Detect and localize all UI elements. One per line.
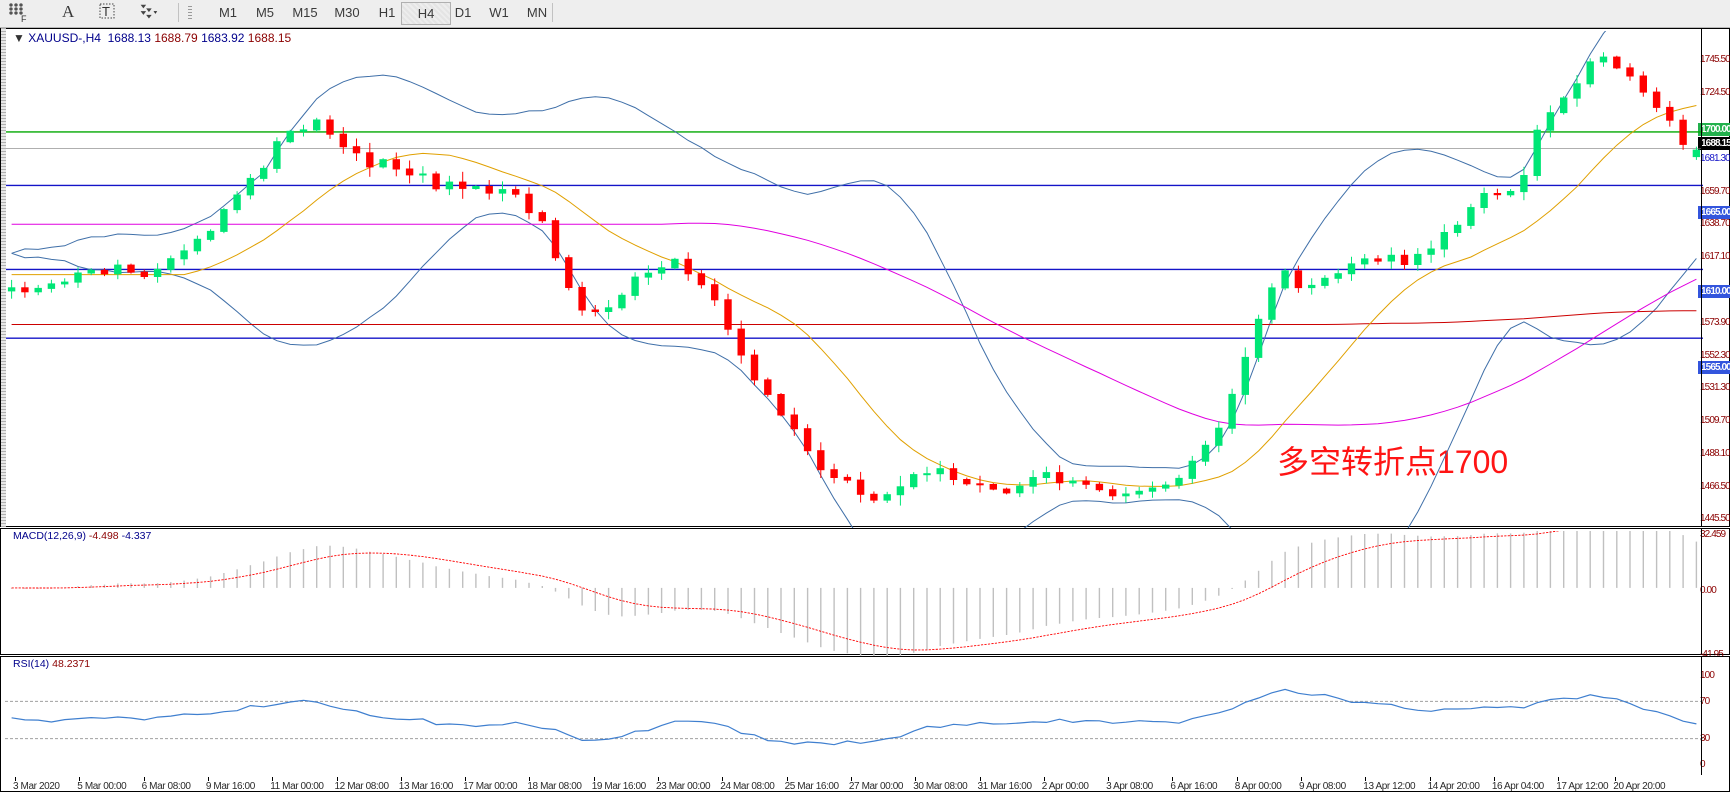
svg-text:T: T	[102, 4, 110, 19]
svg-text:F: F	[21, 14, 27, 24]
